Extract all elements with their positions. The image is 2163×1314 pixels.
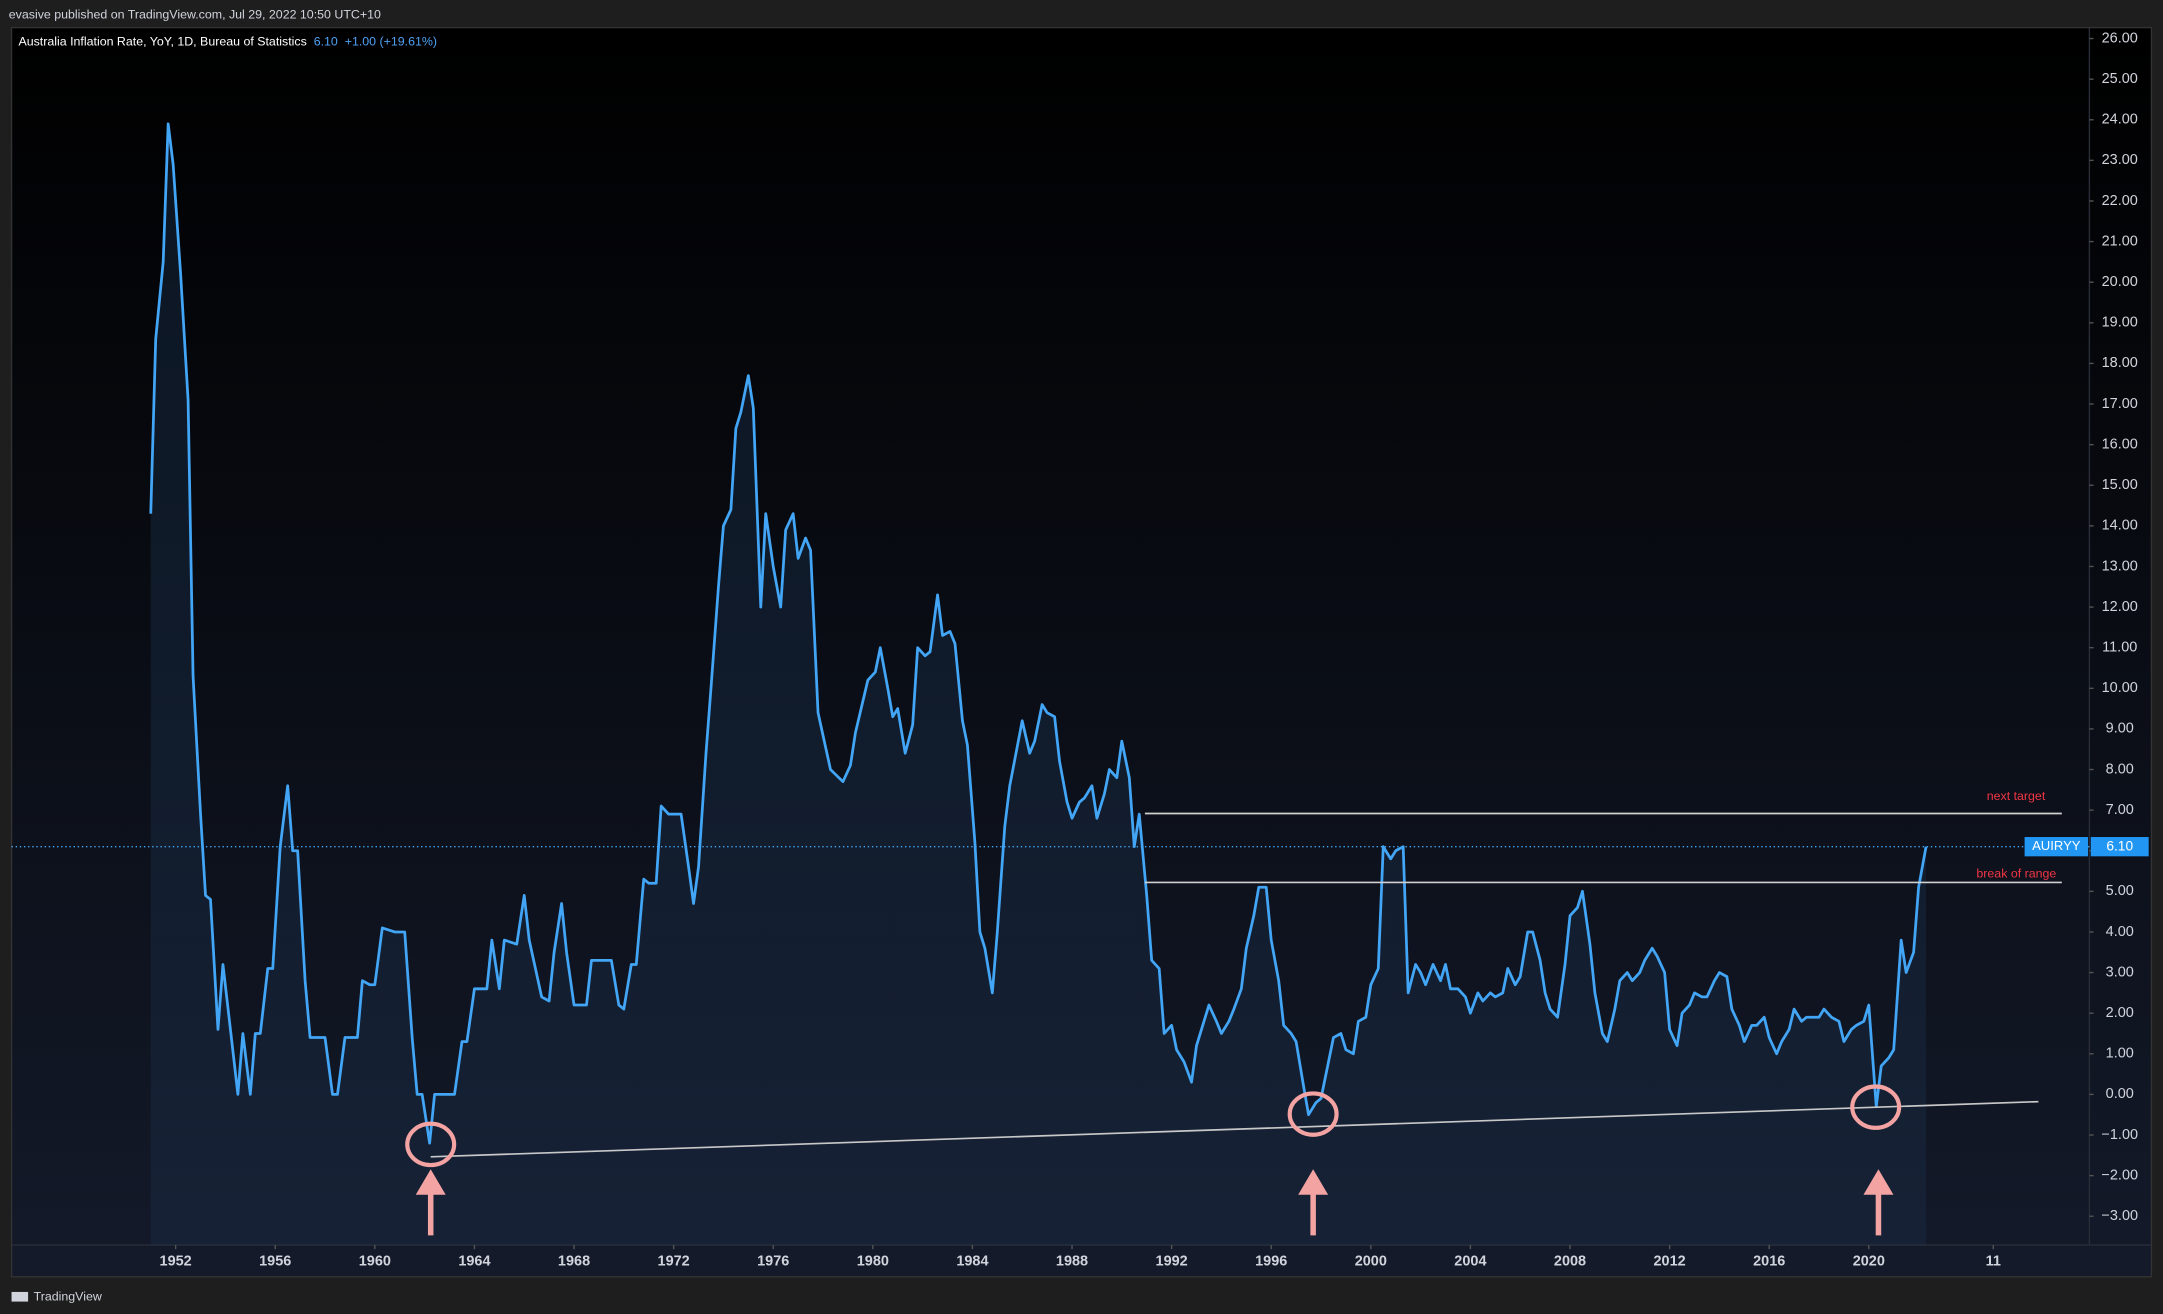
y-tick-label: 10.00	[2102, 680, 2138, 696]
legend: Australia Inflation Rate, YoY, 1D, Burea…	[18, 35, 437, 49]
arrows	[415, 1169, 1894, 1236]
y-tick-label: 14.00	[2102, 518, 2138, 534]
symbol-label: AUIRYY	[2032, 838, 2081, 853]
y-tick-label: 24.00	[2102, 112, 2138, 128]
y-tick-label: 22.00	[2102, 193, 2138, 209]
arrow-head	[1863, 1169, 1894, 1195]
x-tick-label: 2012	[1654, 1253, 1686, 1269]
x-tick-label: 2016	[1753, 1253, 1785, 1269]
x-tick-label: 1952	[160, 1253, 192, 1269]
x-tick-label: 1976	[757, 1253, 789, 1269]
price-badge	[2090, 837, 2149, 857]
y-tick-label: 17.00	[2102, 396, 2138, 412]
symbol-badge	[2024, 837, 2089, 857]
publish-info: evasive published on TradingView.com, Ju…	[9, 7, 381, 21]
y-tick-label: 15.00	[2102, 477, 2138, 493]
circle	[405, 1121, 457, 1168]
x-tick-label: 1960	[359, 1253, 391, 1269]
y-tick-label: 19.00	[2102, 315, 2138, 331]
circle	[1850, 1084, 1902, 1130]
annotation: break of range	[1976, 866, 2056, 880]
x-tick-label: 2020	[1853, 1253, 1885, 1269]
arrow-head	[1298, 1169, 1329, 1195]
x-tick-label: 1984	[956, 1253, 988, 1269]
y-tick-label: 4.00	[2106, 924, 2134, 940]
x-tick-label: 1964	[458, 1253, 490, 1269]
line	[149, 122, 1928, 1145]
area	[150, 123, 1927, 1246]
y-tick-label: 2.00	[2106, 1005, 2134, 1021]
y-tick-label: 11.00	[2102, 640, 2137, 656]
x-tick-label: 1956	[259, 1253, 291, 1269]
y-tick-label: 26.00	[2102, 30, 2138, 46]
legend-value: 6.10	[314, 35, 338, 49]
y-tick-label: 0.00	[2106, 1086, 2134, 1102]
y-tick-label: 13.00	[2102, 558, 2138, 574]
circle	[1287, 1091, 1339, 1137]
logo: TradingView	[11, 1290, 102, 1304]
trend-line	[430, 1100, 2039, 1158]
x-tick-label: 2000	[1355, 1253, 1387, 1269]
y-tick-label: 16.00	[2102, 436, 2138, 452]
arrow-head	[415, 1169, 446, 1195]
y-tick-label: −3.00	[2101, 1208, 2138, 1224]
y-tick-label: 5.00	[2106, 883, 2134, 899]
plot	[149, 122, 1928, 1246]
y-tick-label: 9.00	[2106, 721, 2134, 737]
y-tick-label: 23.00	[2102, 152, 2138, 168]
x-tick-label: 1988	[1056, 1253, 1088, 1269]
y-tick-label: 7.00	[2106, 802, 2134, 818]
legend-change: +1.00 (+19.61%)	[345, 35, 437, 49]
x-tick-label: 11	[1986, 1253, 2001, 1269]
y-tick-label: 20.00	[2102, 274, 2138, 290]
logo-mark	[11, 1291, 29, 1302]
y-tick-label: 8.00	[2106, 761, 2134, 777]
x-tick-label: 1972	[658, 1253, 690, 1269]
plot-border	[10, 26, 2153, 1278]
brand: TradingView	[34, 1290, 102, 1304]
x-tick-label: 2004	[1454, 1253, 1486, 1269]
y-tick-label: 21.00	[2102, 233, 2138, 249]
y-tick-label: 3.00	[2106, 964, 2134, 980]
price-label: 6.10	[2106, 838, 2133, 853]
x-tick-label: 2008	[1554, 1253, 1586, 1269]
y-tick-label: −2.00	[2101, 1167, 2138, 1183]
x-tick-label: 1996	[1255, 1253, 1287, 1269]
y-tick-label: 25.00	[2102, 71, 2138, 87]
y-tick-label: −1.00	[2101, 1127, 2138, 1143]
y-tick-label: 18.00	[2102, 355, 2138, 371]
y-tick-label: 1.00	[2106, 1046, 2134, 1062]
x-tick-label: 1968	[558, 1253, 590, 1269]
x-tick-label: 1980	[857, 1253, 889, 1269]
y-tick-label: 12.00	[2102, 599, 2138, 615]
legend-title: Australia Inflation Rate, YoY, 1D, Burea…	[18, 35, 306, 49]
x-tick-label: 1992	[1156, 1253, 1188, 1269]
annotation: next target	[1987, 789, 2046, 803]
circles	[405, 1084, 1902, 1168]
